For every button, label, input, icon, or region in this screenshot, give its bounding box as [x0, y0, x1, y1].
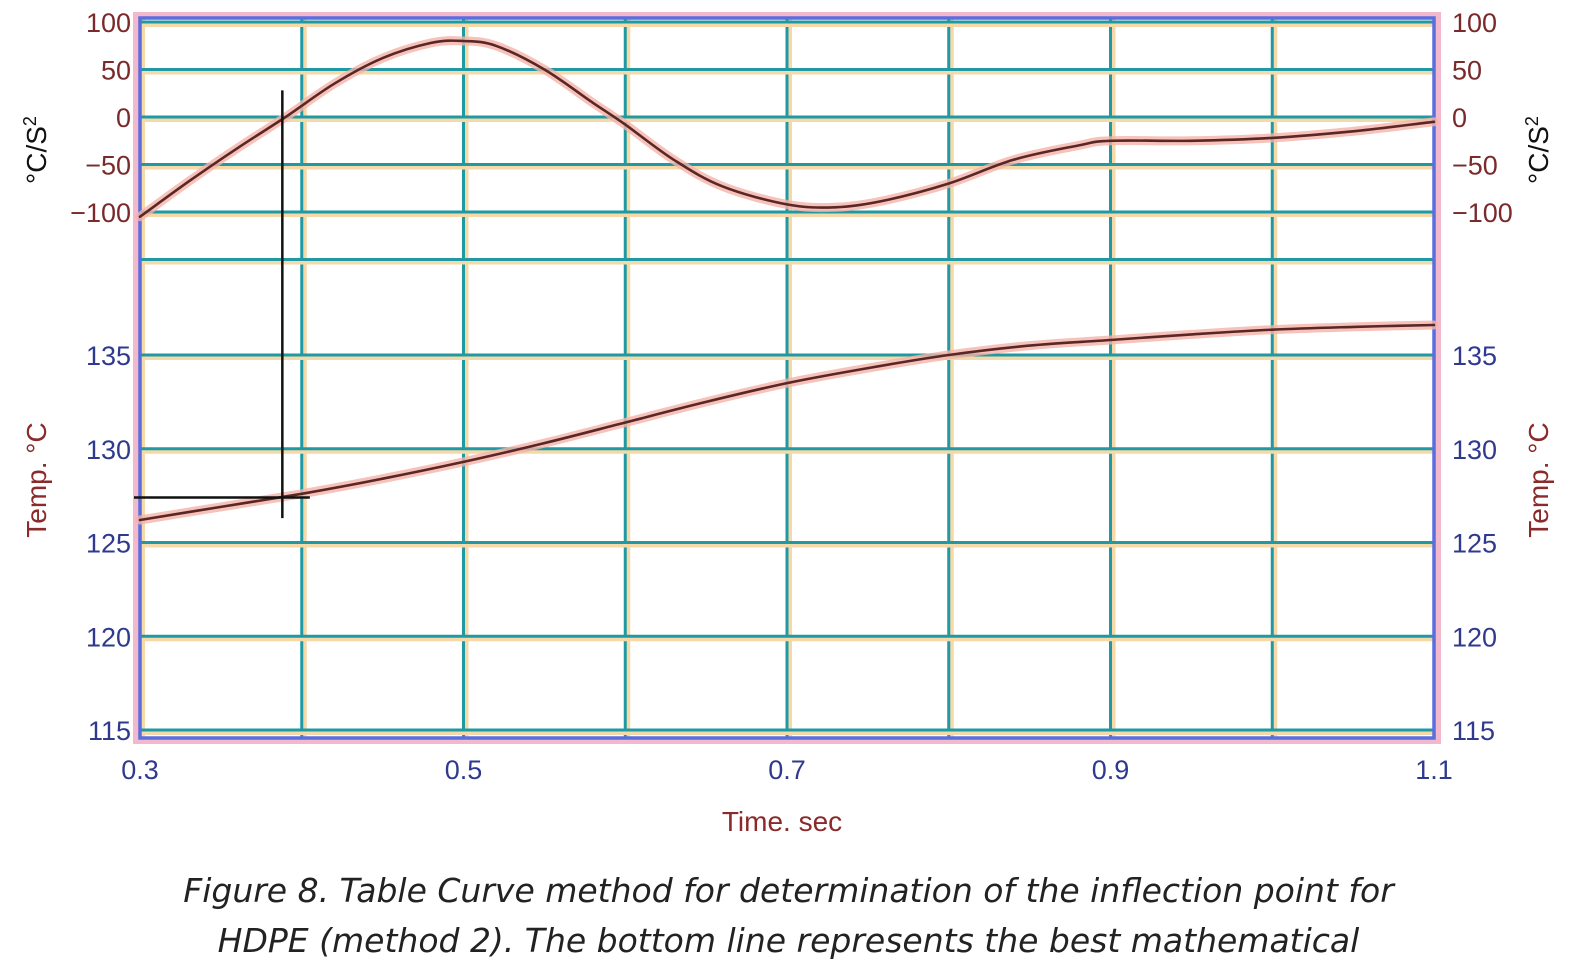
lower-right-axis-title: Temp. °C [1523, 422, 1554, 537]
upper-right-tick-0: 100 [1452, 8, 1497, 38]
lower-right-tick-2: 125 [1452, 529, 1497, 559]
series-upper-point-22 [1271, 137, 1273, 139]
series-lower-point-10 [948, 354, 950, 356]
upper-left-tick-1: 50 [101, 56, 131, 86]
series-lower-point-15 [1352, 326, 1354, 328]
series-lower-point-0 [139, 519, 141, 521]
series-upper-point-15 [834, 206, 837, 209]
lower-right-tick-0: 135 [1452, 341, 1497, 371]
lower-left-tick-0: 135 [86, 341, 131, 371]
series-upper-point-6 [430, 42, 432, 44]
upper-left-axis-title: °C/S2 [20, 116, 52, 184]
x-tick-3: 0.9 [1092, 755, 1130, 785]
upper-left-tick-4: −100 [70, 198, 131, 228]
upper-left-axis-title-sup: 2 [20, 116, 40, 126]
lower-left-tick-1: 130 [86, 435, 131, 465]
series-lower-point-11 [1028, 344, 1031, 347]
frame-border [138, 16, 1436, 740]
series-upper-point-17 [948, 182, 950, 185]
lower-left-tick-3: 120 [86, 622, 131, 652]
series-layer [134, 36, 1439, 525]
series-upper-point-12 [673, 159, 675, 161]
series-lower-point-5 [543, 442, 546, 444]
series-lower-point-3 [381, 477, 384, 480]
series-upper-point-10 [592, 102, 594, 104]
series-lower-point-2 [301, 493, 303, 495]
series-lower-point-4 [462, 461, 465, 463]
series-upper-point-9 [543, 68, 546, 71]
series-upper-point-7 [462, 40, 465, 42]
chart: 100 100 50 50 0 0 −50 −50 −100 −100 135 135 130 130 12… [20, 8, 1554, 837]
lower-left-tick-4: 115 [88, 716, 131, 746]
upper-right-tick-4: −100 [1452, 198, 1513, 228]
series-upper-point-19 [1077, 144, 1079, 147]
series-upper-point-24 [1433, 121, 1435, 123]
series-upper-point-4 [333, 83, 335, 85]
series-upper-line [138, 39, 1436, 218]
plot-frame [133, 12, 1441, 744]
lower-right-tick-1: 130 [1452, 435, 1497, 465]
series-upper-point-13 [721, 185, 724, 188]
x-tick-4: 1.1 [1415, 755, 1453, 785]
lower-right-tick-3: 120 [1452, 622, 1497, 652]
figure-caption: Figure 8. Table Curve method for determi… [0, 866, 1577, 966]
series-lower-point-7 [705, 401, 707, 403]
series-upper-point-8 [495, 45, 497, 47]
series-upper-point-1 [187, 180, 190, 183]
upper-right-axis-title: °C/S2 [1522, 116, 1554, 184]
series-upper-point-16 [883, 199, 885, 202]
x-axis-title: Time. sec [722, 806, 842, 837]
series-upper-point-0 [139, 215, 141, 218]
upper-left-tick-0: 100 [86, 8, 131, 38]
series-upper-point-11 [624, 123, 627, 126]
series-lower-point-9 [867, 367, 869, 369]
series-lower-line [138, 323, 1436, 522]
series-upper-point-20 [1109, 140, 1112, 142]
frame-shadow [133, 12, 1441, 744]
series-lower-point-8 [786, 382, 788, 384]
upper-right-tick-3: −50 [1452, 151, 1498, 181]
series-lower-point-12 [1109, 339, 1112, 341]
series-lower-point-6 [624, 421, 627, 424]
x-tick-2: 0.7 [768, 755, 806, 785]
x-tick-1: 0.5 [445, 755, 483, 785]
upper-right-axis-title-sup: 2 [1522, 116, 1542, 126]
upper-right-tick-1: 50 [1452, 56, 1482, 86]
series-upper-point-23 [1352, 130, 1354, 133]
upper-left-tick-3: −50 [85, 151, 131, 181]
series-lower-point-14 [1271, 328, 1273, 331]
upper-right-axis-title-main: °C/S [1523, 126, 1554, 184]
x-tick-0: 0.3 [121, 755, 159, 785]
series-lower-point-13 [1190, 333, 1193, 336]
lower-left-tick-2: 125 [86, 529, 131, 559]
lower-right-tick-4: 115 [1452, 716, 1495, 746]
lower-left-axis-title: Temp. °C [21, 422, 52, 537]
series-upper-point-3 [284, 116, 287, 118]
series-lower-point-1 [220, 506, 222, 508]
series-upper-point-5 [381, 57, 384, 59]
tick-labels: 100 100 50 50 0 0 −50 −50 −100 −100 135 135 130 130 12… [70, 8, 1513, 785]
upper-right-tick-2: 0 [1452, 103, 1467, 133]
upper-left-axis-title-main: °C/S [21, 126, 52, 184]
series-upper-point-21 [1190, 140, 1193, 142]
caption-line-1: Figure 8. Table Curve method for determi… [183, 871, 1394, 910]
series-upper-point-2 [236, 147, 238, 150]
series-upper-point-14 [786, 203, 788, 206]
series-lower-point-16 [1433, 324, 1435, 326]
series-upper-point-18 [1012, 159, 1015, 161]
upper-left-tick-2: 0 [116, 103, 131, 133]
caption-line-2: HDPE (method 2). The bottom line represe… [217, 921, 1360, 960]
grid [138, 18, 1439, 738]
